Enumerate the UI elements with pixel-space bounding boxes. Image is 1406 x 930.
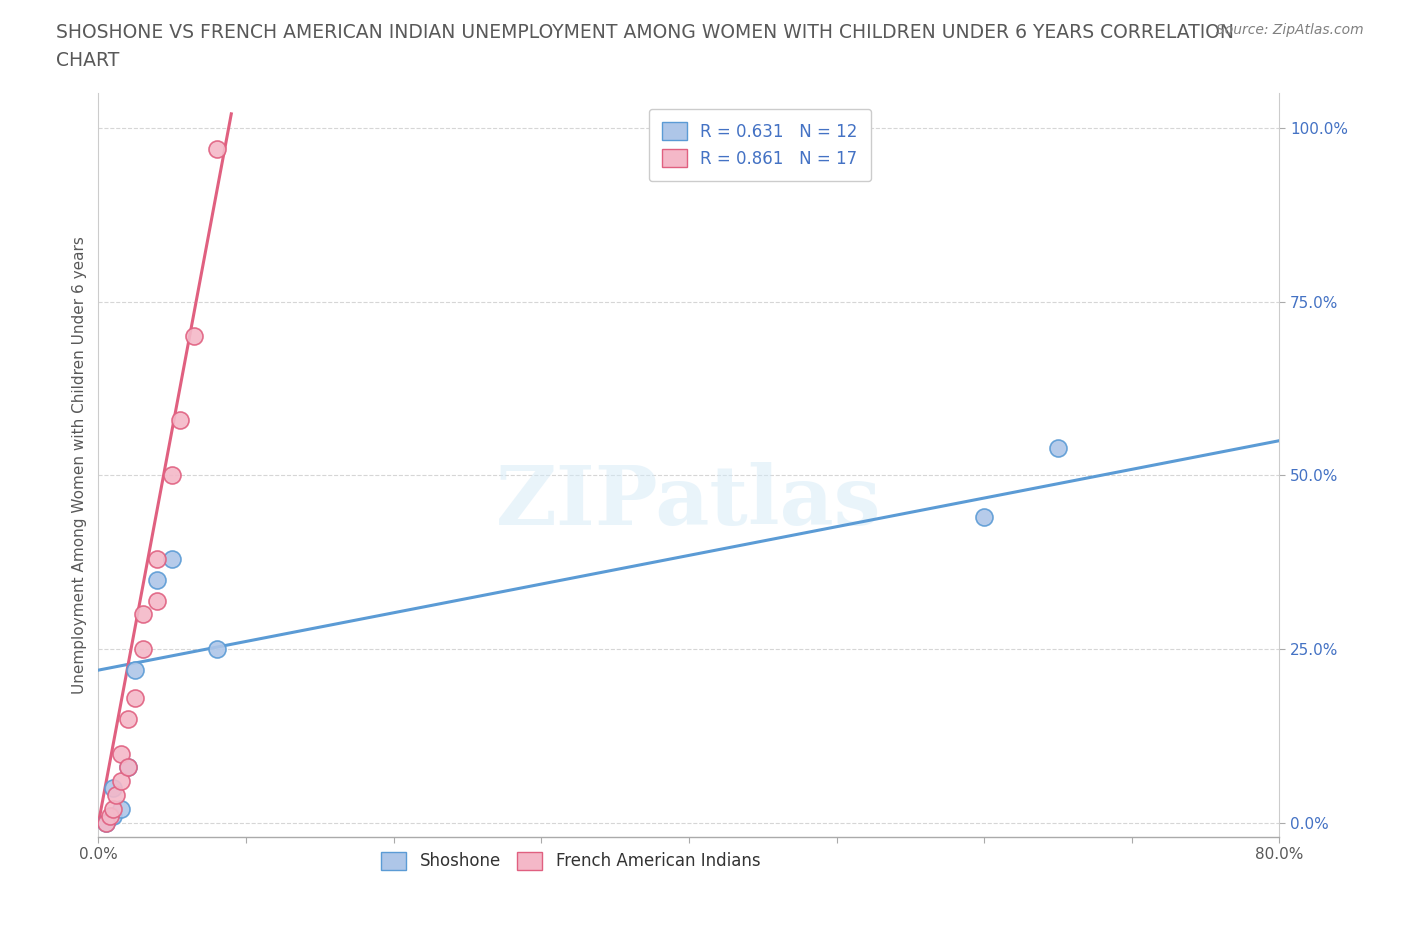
Point — [132, 642, 155, 657]
Point — [205, 141, 228, 156]
Point — [162, 551, 183, 566]
Point — [169, 412, 191, 427]
Point — [110, 774, 132, 789]
Point — [124, 690, 146, 705]
Point — [146, 593, 169, 608]
Text: CHART: CHART — [56, 51, 120, 70]
Point — [973, 510, 995, 525]
Point — [94, 816, 117, 830]
Point — [103, 802, 125, 817]
Point — [98, 809, 121, 824]
Point — [162, 468, 183, 483]
Point — [110, 746, 132, 761]
Point — [1046, 440, 1070, 455]
Point — [146, 551, 169, 566]
Point — [146, 572, 169, 587]
Text: ZIPatlas: ZIPatlas — [496, 462, 882, 542]
Point — [183, 329, 205, 344]
Point — [124, 663, 146, 678]
Y-axis label: Unemployment Among Women with Children Under 6 years: Unemployment Among Women with Children U… — [72, 236, 87, 694]
Point — [205, 642, 228, 657]
Point — [94, 816, 117, 830]
Legend: Shoshone, French American Indians: Shoshone, French American Indians — [374, 845, 768, 877]
Point — [117, 760, 139, 775]
Point — [132, 607, 155, 622]
Point — [110, 802, 132, 817]
Point — [105, 788, 128, 803]
Text: Source: ZipAtlas.com: Source: ZipAtlas.com — [1216, 23, 1364, 37]
Point — [117, 711, 139, 726]
Point — [103, 781, 125, 796]
Point — [103, 809, 125, 824]
Point — [117, 760, 139, 775]
Text: SHOSHONE VS FRENCH AMERICAN INDIAN UNEMPLOYMENT AMONG WOMEN WITH CHILDREN UNDER : SHOSHONE VS FRENCH AMERICAN INDIAN UNEMP… — [56, 23, 1234, 42]
